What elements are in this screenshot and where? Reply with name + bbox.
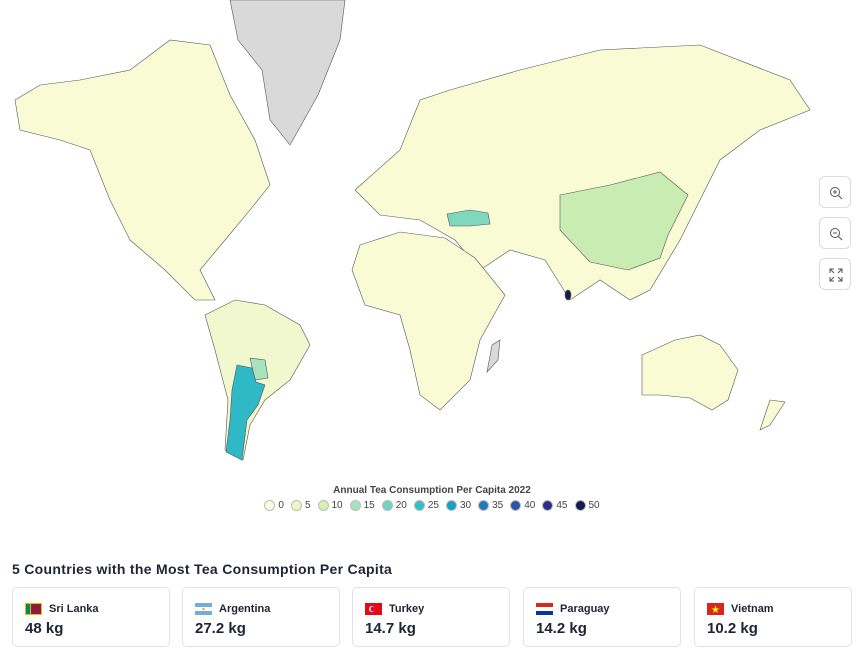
country-card: Sri Lanka 48 kg bbox=[12, 587, 170, 647]
legend-label: 30 bbox=[460, 500, 472, 511]
legend-swatch bbox=[478, 500, 490, 511]
zoom-out-icon bbox=[830, 228, 843, 241]
flag bbox=[536, 603, 553, 615]
greenland bbox=[229, 0, 346, 146]
flag bbox=[365, 603, 382, 615]
legend-swatch bbox=[446, 500, 457, 511]
legend-label: 0 bbox=[278, 500, 284, 511]
legend-item: 40 bbox=[510, 500, 535, 511]
country-value: 10.2 kg bbox=[707, 620, 758, 637]
africa bbox=[351, 231, 506, 411]
legend-label: 35 bbox=[492, 500, 504, 511]
country-card: Paraguay 14.2 kg bbox=[523, 587, 681, 647]
legend-swatch bbox=[381, 500, 393, 511]
legend-label: 45 bbox=[556, 500, 568, 511]
country-name: Turkey bbox=[389, 603, 425, 615]
fullscreen-button[interactable] bbox=[819, 258, 851, 290]
legend-item: 0 bbox=[264, 500, 284, 511]
country-name: Argentina bbox=[219, 603, 271, 615]
legend-item: 50 bbox=[574, 500, 600, 511]
legend-label: 5 bbox=[304, 500, 311, 511]
madagascar bbox=[486, 339, 501, 373]
world-map bbox=[14, 0, 811, 461]
legend-item: 45 bbox=[542, 500, 568, 511]
south-america bbox=[204, 299, 311, 461]
country-card: Argentina 27.2 kg bbox=[182, 587, 340, 647]
country-value: 48 kg bbox=[25, 620, 64, 637]
zoom-in-button[interactable] bbox=[819, 176, 851, 208]
legend-label: 25 bbox=[427, 500, 439, 511]
legend-item: 10 bbox=[317, 500, 343, 511]
fullscreen-icon bbox=[829, 268, 843, 282]
legend-swatch bbox=[542, 500, 554, 511]
legend-label: 10 bbox=[331, 500, 343, 511]
legend-swatch bbox=[574, 500, 586, 511]
australia bbox=[641, 334, 739, 411]
legend-label: 50 bbox=[588, 500, 600, 511]
country-name: Sri Lanka bbox=[49, 603, 99, 615]
legend-label: 40 bbox=[524, 500, 536, 511]
legend-label: 20 bbox=[395, 500, 407, 511]
country-value: 27.2 kg bbox=[195, 620, 246, 637]
legend-item: 20 bbox=[381, 500, 407, 511]
country-value: 14.2 kg bbox=[536, 620, 587, 637]
legend-item: 35 bbox=[478, 500, 503, 511]
country-value: 14.7 kg bbox=[365, 620, 416, 637]
country-name: Paraguay bbox=[560, 603, 610, 615]
zoom-out-button[interactable] bbox=[819, 217, 851, 249]
argentina bbox=[225, 364, 266, 461]
legend-swatch bbox=[349, 500, 361, 511]
flag bbox=[25, 603, 42, 615]
flag bbox=[707, 603, 724, 615]
legend-item: 5 bbox=[290, 500, 311, 511]
legend-item: 25 bbox=[413, 500, 439, 511]
new-zealand bbox=[759, 399, 786, 431]
country-name: Vietnam bbox=[731, 603, 774, 615]
legend-swatch bbox=[317, 500, 329, 511]
legend-item: 15 bbox=[349, 500, 375, 511]
country-card: Turkey 14.7 kg bbox=[352, 587, 510, 647]
legend: 0 5 10 15 20 25 30 35 40 45 50 bbox=[0, 500, 860, 511]
legend-label: 15 bbox=[363, 500, 375, 511]
country-card: Vietnam 10.2 kg bbox=[694, 587, 852, 647]
legend-swatch bbox=[290, 500, 302, 511]
sri-lanka bbox=[564, 289, 572, 301]
turkey bbox=[446, 209, 491, 227]
legend-item: 30 bbox=[446, 500, 471, 511]
legend-title: Annual Tea Consumption Per Capita 2022 bbox=[333, 485, 531, 496]
section-title: 5 Countries with the Most Tea Consumptio… bbox=[12, 561, 393, 577]
north-america bbox=[14, 39, 271, 301]
legend-swatch bbox=[510, 500, 522, 511]
legend-swatch bbox=[413, 500, 425, 511]
zoom-in-icon bbox=[830, 187, 843, 200]
china bbox=[559, 171, 689, 271]
flag bbox=[195, 603, 212, 615]
legend-swatch bbox=[264, 500, 276, 511]
